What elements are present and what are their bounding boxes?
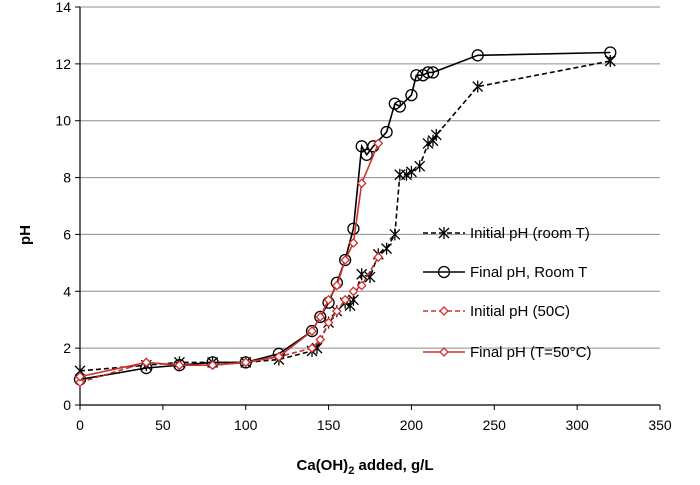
series-1-line [79, 60, 611, 372]
series-2-point-24 [471, 49, 484, 62]
series-3-point-13 [356, 280, 367, 291]
series-4-point-6 [273, 351, 284, 362]
series-1-point-22 [414, 160, 426, 173]
series-1-point-23 [422, 137, 434, 150]
y-tick-label-8: 8 [63, 170, 71, 186]
series-4-point-3 [174, 360, 185, 371]
x-axis-title-rest: added, g/L [354, 457, 433, 474]
series-4-point-11 [340, 255, 351, 265]
series-2-point-14 [360, 148, 373, 161]
series-3-point-14 [373, 252, 384, 263]
series-4-point-1 [75, 371, 85, 382]
series-1-point-18 [389, 228, 401, 241]
legend-item-4-label: Final pH (T=50°C) [470, 344, 591, 361]
series-4-point-8 [315, 311, 326, 322]
series-2-point-22 [421, 66, 435, 79]
x-tick-label-100: 100 [234, 417, 258, 433]
legend-item-3-marker [439, 306, 449, 316]
y-axis-title: pH [17, 225, 34, 245]
legend-item-4-marker [439, 347, 449, 357]
series-3-point-9 [323, 317, 334, 328]
series-1-point-25 [430, 128, 442, 141]
x-axis-title-main: Ca(OH) [297, 457, 349, 474]
x-axis-title: Ca(OH)2 added, g/L [297, 457, 434, 477]
legend-item-2-label: Final pH, Room T [470, 264, 587, 281]
series-4-point-2 [141, 357, 152, 368]
x-tick-label-300: 300 [565, 417, 589, 433]
series-1-point-26 [472, 80, 484, 93]
series-1-point-21 [405, 165, 417, 178]
series-2-point-8 [314, 310, 327, 324]
series-4-point-10 [331, 280, 342, 291]
series-1-point-15 [364, 271, 376, 284]
series-4-line [79, 143, 380, 378]
series-4-point-7 [307, 326, 317, 337]
x-tick-label-350: 350 [648, 417, 672, 433]
series-3-point-10 [331, 306, 342, 317]
series-4-point-4 [207, 360, 218, 371]
series-2-point-25 [604, 46, 617, 59]
x-tick-label-50: 50 [155, 417, 171, 433]
series-3-point-12 [348, 286, 359, 297]
x-tick-label-150: 150 [317, 417, 341, 433]
x-tick-label-250: 250 [483, 417, 507, 433]
series-3-point-1 [75, 377, 85, 388]
series-2-point-20 [410, 69, 423, 82]
series-4-point-9 [323, 294, 334, 305]
series-1-point-27 [604, 55, 616, 68]
series-1-point-17 [381, 242, 393, 255]
x-tick-label-0: 0 [76, 417, 84, 433]
series-1-point-20 [400, 168, 412, 181]
series-2-point-23 [426, 66, 440, 79]
x-axis-title-subscript: 2 [348, 465, 354, 477]
legend: Initial pH (room T) Final pH, Room T Initi… [423, 225, 591, 361]
legend-item-3-label: Initial pH (50C) [470, 303, 570, 320]
series-2-point-7 [305, 324, 319, 338]
series-2-point-11 [338, 253, 352, 267]
x-tick-label-200: 200 [400, 417, 424, 433]
series-4-point-13 [356, 178, 367, 189]
series-2-point-18 [393, 100, 406, 113]
legend-item-2-marker [437, 265, 451, 279]
y-tick-label-2: 2 [63, 340, 71, 356]
series-2-point-19 [405, 88, 418, 102]
series-2-line [79, 51, 611, 381]
y-tick-label-6: 6 [63, 226, 71, 242]
series-1-point-14 [356, 268, 368, 281]
y-tick-label-10: 10 [55, 113, 71, 129]
y-tick-label-12: 12 [55, 56, 71, 72]
legend-item-1-label: Initial pH (room T) [470, 225, 590, 242]
series-4-point-12 [348, 238, 359, 248]
y-tick-label-0: 0 [63, 397, 71, 413]
legend-item-1-marker [438, 227, 450, 239]
y-tick-label-4: 4 [63, 283, 71, 299]
axes [75, 6, 661, 410]
gridlines [80, 6, 660, 349]
series-4-point-5 [240, 357, 251, 368]
series-1-point-19 [394, 168, 406, 181]
series-3-point-7 [307, 343, 317, 354]
series-4-point-14 [373, 138, 384, 149]
series-3-point-11 [340, 294, 351, 305]
y-tick-label-14: 14 [55, 0, 71, 15]
series-3-point-8 [315, 334, 326, 345]
series-lines [73, 46, 617, 388]
series-2-point-12 [347, 222, 360, 235]
series-2-point-16 [380, 125, 393, 139]
tick-labels: 0 2 4 6 8 10 12 14 0 50 100 150 200 250 300 350 [55, 0, 671, 433]
